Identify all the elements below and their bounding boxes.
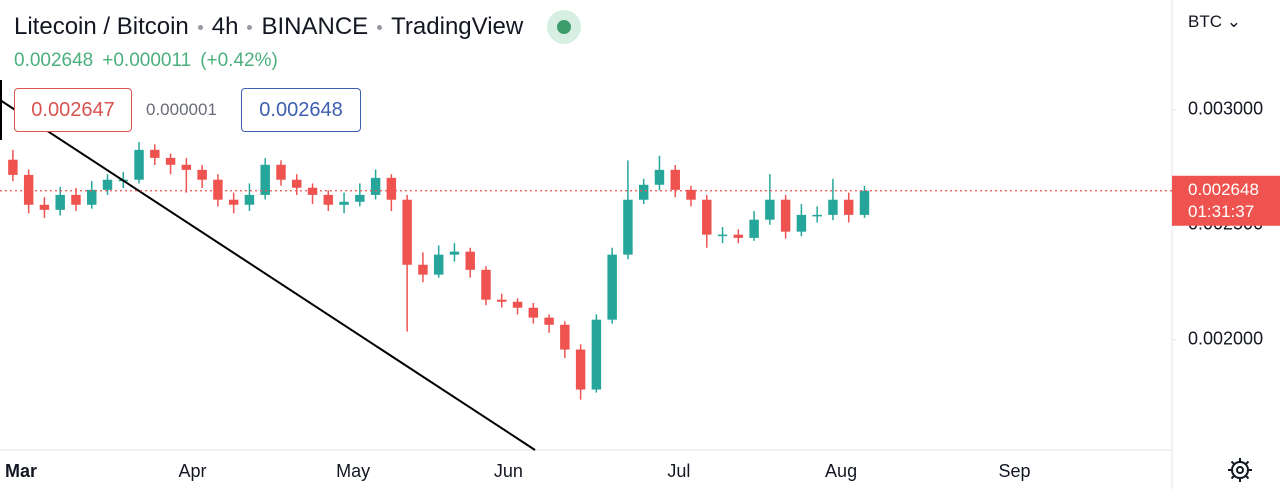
x-tick-label: Mar	[5, 461, 37, 481]
candle-body	[749, 219, 759, 238]
candle-body	[39, 204, 50, 210]
candle-body	[702, 199, 712, 235]
candle-body	[276, 164, 286, 180]
candle-body	[544, 317, 554, 325]
candle-body	[197, 169, 207, 180]
candle-body	[402, 199, 412, 265]
trend-line-drawing[interactable]	[0, 99, 536, 451]
source: TradingView	[391, 13, 524, 40]
market-status[interactable]	[547, 10, 582, 44]
y-tick-label: 0.003000	[1188, 99, 1263, 119]
candle-body	[433, 254, 444, 275]
candle-body	[654, 169, 665, 185]
candle-body	[780, 199, 791, 232]
candle-body	[418, 264, 428, 275]
candle-body	[260, 164, 270, 195]
price-change: 0.002648 +0.000011 (+0.42%)	[14, 50, 278, 72]
sell-button[interactable]: 0.002647	[14, 88, 132, 132]
candle-body	[670, 169, 680, 190]
candle-body	[512, 301, 523, 308]
last-price-label: 0.002648	[1188, 180, 1259, 199]
candle-body	[339, 201, 349, 205]
candle-body	[828, 199, 838, 215]
candle-body	[87, 189, 97, 205]
x-tick-label: May	[336, 461, 370, 481]
separator	[247, 24, 253, 30]
price: 0.002648	[14, 50, 94, 71]
candle-body	[165, 157, 176, 165]
candle-body	[717, 234, 728, 237]
candle-body	[323, 194, 334, 205]
x-tick-label: Apr	[178, 461, 206, 481]
candle-body	[796, 214, 807, 232]
candle-body	[8, 159, 18, 175]
bar-countdown: 01:31:37	[1188, 202, 1254, 221]
candle-body	[733, 234, 744, 238]
plot-area	[8, 142, 870, 400]
candle-body	[812, 214, 822, 217]
candle-body	[843, 199, 854, 215]
candle-body	[560, 324, 570, 350]
candle-body	[591, 319, 602, 390]
candle-body	[150, 149, 160, 158]
candle-body	[575, 349, 586, 390]
candle-body	[859, 190, 870, 215]
last-price-tag	[1172, 175, 1280, 226]
buy-button[interactable]: 0.002648	[241, 88, 361, 132]
candle-body	[292, 179, 302, 188]
symbol-header: Litecoin / Bitcoin 4h BINANCE TradingVie…	[14, 10, 582, 44]
candle-body	[465, 251, 475, 270]
candle-body	[71, 194, 81, 205]
spread: 0.000001	[146, 100, 217, 119]
candle-body	[355, 194, 365, 202]
separator	[197, 24, 203, 30]
y-tick-label: 0.002000	[1188, 328, 1263, 348]
x-tick-label: Sep	[999, 461, 1031, 481]
candle-body	[449, 251, 460, 255]
candle-body	[55, 194, 65, 210]
x-tick-label: Jul	[667, 461, 690, 481]
change: +0.000011	[102, 50, 192, 71]
candle-body	[102, 179, 113, 190]
currency: BTC	[1188, 12, 1222, 31]
candle-body	[213, 179, 223, 200]
candle-body	[686, 189, 696, 200]
candle-body	[481, 269, 491, 300]
candle-body	[370, 177, 381, 195]
candle-body	[497, 299, 507, 302]
candle-body	[244, 194, 255, 205]
candle-body	[765, 199, 775, 220]
symbol[interactable]: Litecoin / Bitcoin	[14, 13, 189, 40]
interval[interactable]: 4h	[211, 13, 239, 40]
candle-body	[134, 149, 144, 180]
candle-body	[386, 177, 397, 200]
candle-body	[307, 187, 318, 195]
candle-body	[638, 184, 649, 200]
x-tick-label: Aug	[825, 461, 857, 481]
currency-selector[interactable]: BTC ⌄	[1188, 12, 1241, 31]
candle-body	[623, 199, 633, 255]
settings-icon[interactable]	[1228, 458, 1252, 482]
exchange: BINANCE	[261, 13, 369, 40]
candle-body	[607, 254, 617, 320]
change-percent: (+0.42%)	[200, 50, 278, 71]
separator	[377, 24, 383, 30]
candle-body	[228, 199, 239, 205]
candle-body	[23, 174, 34, 205]
candle-body	[528, 307, 539, 318]
x-tick-label: Jun	[494, 461, 523, 481]
candle-body	[181, 164, 192, 170]
